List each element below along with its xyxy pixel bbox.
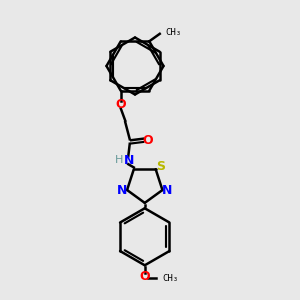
- Text: O: O: [116, 98, 126, 111]
- Text: N: N: [162, 184, 172, 196]
- Text: CH₃: CH₃: [162, 274, 178, 283]
- Text: N: N: [124, 154, 134, 167]
- Text: S: S: [156, 160, 165, 173]
- Text: O: O: [142, 134, 153, 147]
- Text: CH₃: CH₃: [165, 28, 181, 37]
- Text: O: O: [140, 270, 150, 283]
- Text: H: H: [115, 155, 123, 165]
- Text: N: N: [117, 184, 128, 196]
